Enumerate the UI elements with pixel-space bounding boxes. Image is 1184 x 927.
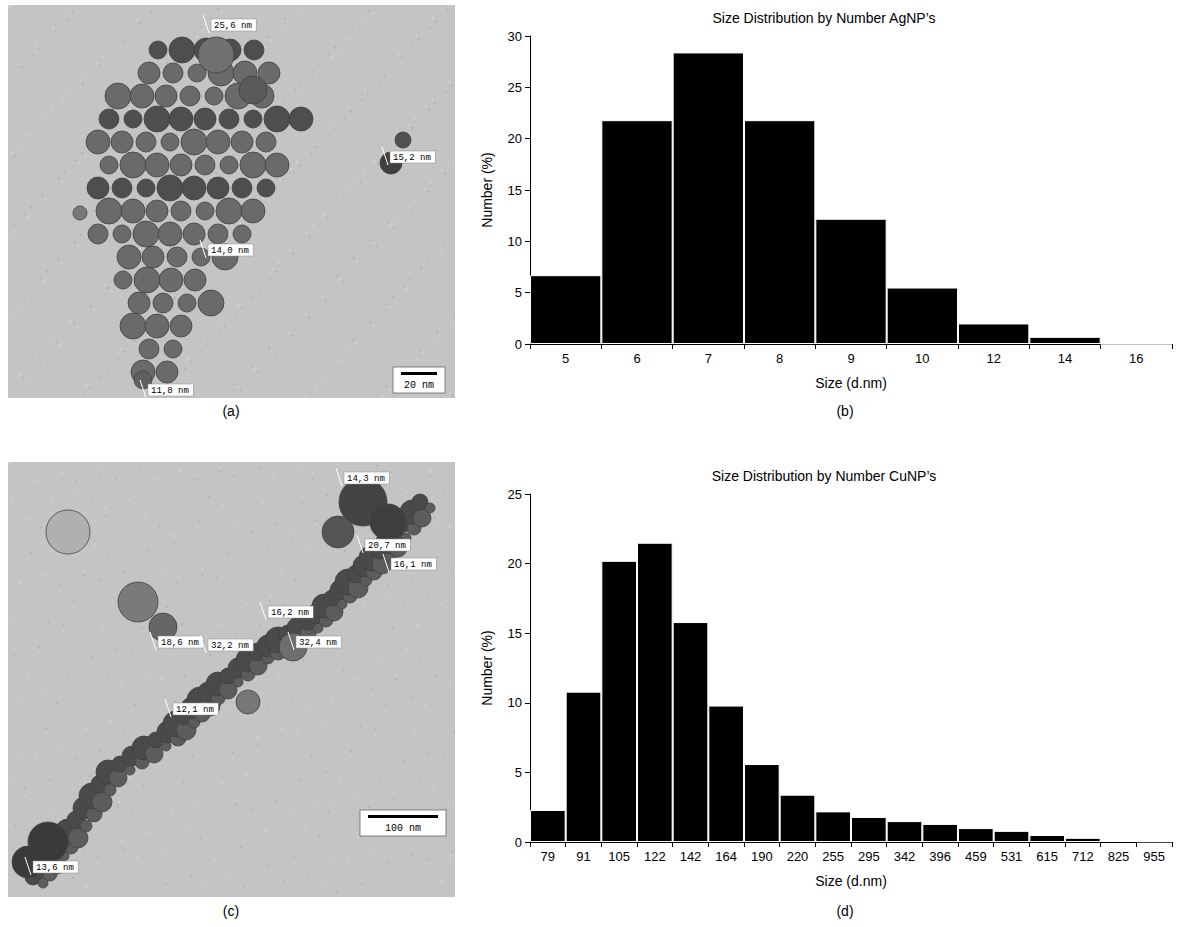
svg-text:13,6 nm: 13,6 nm: [36, 863, 74, 873]
svg-text:Size Distribution by Number Ag: Size Distribution by Number AgNP’s: [712, 10, 935, 26]
svg-text:25: 25: [508, 80, 522, 95]
svg-text:955: 955: [1143, 849, 1165, 864]
svg-text:0: 0: [515, 835, 522, 850]
svg-text:10: 10: [915, 351, 929, 366]
svg-text:142: 142: [680, 849, 702, 864]
svg-text:32,2 nm: 32,2 nm: [211, 641, 249, 651]
svg-text:10: 10: [508, 695, 522, 710]
svg-text:615: 615: [1036, 849, 1058, 864]
svg-text:190: 190: [751, 849, 773, 864]
svg-text:220: 220: [787, 849, 809, 864]
svg-text:91: 91: [576, 849, 590, 864]
svg-text:396: 396: [929, 849, 951, 864]
svg-text:100 nm: 100 nm: [385, 823, 421, 834]
svg-text:Number (%): Number (%): [479, 152, 495, 227]
svg-text:11,8 nm: 11,8 nm: [151, 386, 189, 396]
svg-text:122: 122: [644, 849, 666, 864]
svg-text:9: 9: [847, 351, 854, 366]
svg-text:30: 30: [508, 29, 522, 44]
svg-text:10: 10: [508, 234, 522, 249]
svg-text:25: 25: [508, 487, 522, 502]
svg-text:Number (%): Number (%): [479, 630, 495, 705]
svg-text:825: 825: [1108, 849, 1130, 864]
svg-text:8: 8: [776, 351, 783, 366]
svg-text:5: 5: [515, 765, 522, 780]
svg-text:15: 15: [508, 183, 522, 198]
svg-text:79: 79: [541, 849, 555, 864]
svg-text:16,2 nm: 16,2 nm: [271, 608, 309, 618]
svg-text:14,3 nm: 14,3 nm: [347, 474, 385, 484]
svg-text:32,4 nm: 32,4 nm: [299, 638, 337, 648]
svg-text:712: 712: [1072, 849, 1094, 864]
svg-text:531: 531: [1001, 849, 1023, 864]
svg-text:255: 255: [822, 849, 844, 864]
svg-text:164: 164: [715, 849, 737, 864]
html-text:(b): (b): [836, 403, 854, 419]
svg-text:Size Distribution by Number Cu: Size Distribution by Number CuNP’s: [712, 468, 937, 484]
svg-text:5: 5: [562, 351, 569, 366]
svg-text:6: 6: [633, 351, 640, 366]
svg-text:20: 20: [508, 131, 522, 146]
svg-text:Size (d.nm): Size (d.nm): [815, 375, 887, 391]
svg-text:Size (d.nm): Size (d.nm): [815, 873, 887, 889]
svg-text:20: 20: [508, 556, 522, 571]
html-text:(d): (d): [836, 903, 854, 919]
svg-text:459: 459: [965, 849, 987, 864]
svg-text:295: 295: [858, 849, 880, 864]
svg-text:342: 342: [894, 849, 916, 864]
svg-text:12,1 nm: 12,1 nm: [176, 705, 214, 715]
svg-text:18,6 nm: 18,6 nm: [161, 638, 199, 648]
svg-text:12: 12: [986, 351, 1000, 366]
html-text:(a): (a): [222, 403, 240, 419]
html-text:(c): (c): [222, 903, 240, 919]
svg-text:16: 16: [1129, 351, 1143, 366]
svg-text:14: 14: [1058, 351, 1072, 366]
svg-text:7: 7: [705, 351, 712, 366]
svg-text:5: 5: [515, 285, 522, 300]
svg-text:0: 0: [515, 337, 522, 352]
svg-text:25,6 nm: 25,6 nm: [214, 21, 252, 31]
svg-text:16,1 nm: 16,1 nm: [394, 560, 432, 570]
svg-text:14,0 nm: 14,0 nm: [211, 246, 249, 256]
svg-text:20 nm: 20 nm: [404, 380, 434, 391]
svg-text:15: 15: [508, 626, 522, 641]
svg-text:15,2 nm: 15,2 nm: [393, 153, 431, 163]
svg-text:20,7 nm: 20,7 nm: [368, 541, 406, 551]
svg-text:105: 105: [608, 849, 630, 864]
